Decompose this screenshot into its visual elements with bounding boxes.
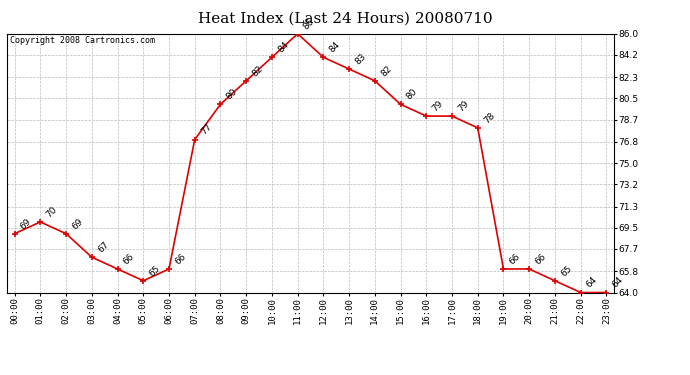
Text: 66: 66: [533, 252, 548, 266]
Text: 79: 79: [456, 99, 471, 113]
Text: 70: 70: [45, 205, 59, 219]
Text: 80: 80: [405, 87, 420, 102]
Text: 86: 86: [302, 16, 316, 31]
Text: 66: 66: [508, 252, 522, 266]
Text: 84: 84: [328, 40, 342, 54]
Text: 82: 82: [379, 64, 393, 78]
Text: 64: 64: [611, 275, 625, 290]
Text: 82: 82: [250, 64, 265, 78]
Text: 69: 69: [19, 216, 33, 231]
Text: 77: 77: [199, 122, 213, 137]
Text: 78: 78: [482, 111, 496, 125]
Text: 79: 79: [431, 99, 445, 113]
Text: 65: 65: [559, 264, 573, 278]
Text: 66: 66: [173, 252, 188, 266]
Text: 65: 65: [148, 264, 162, 278]
Text: 80: 80: [225, 87, 239, 102]
Text: 67: 67: [96, 240, 110, 255]
Text: 64: 64: [585, 275, 599, 290]
Text: 66: 66: [121, 252, 136, 266]
Text: 69: 69: [70, 216, 85, 231]
Text: 84: 84: [276, 40, 290, 54]
Text: 83: 83: [353, 52, 368, 66]
Text: Copyright 2008 Cartronics.com: Copyright 2008 Cartronics.com: [10, 36, 155, 45]
Text: Heat Index (Last 24 Hours) 20080710: Heat Index (Last 24 Hours) 20080710: [198, 11, 492, 25]
